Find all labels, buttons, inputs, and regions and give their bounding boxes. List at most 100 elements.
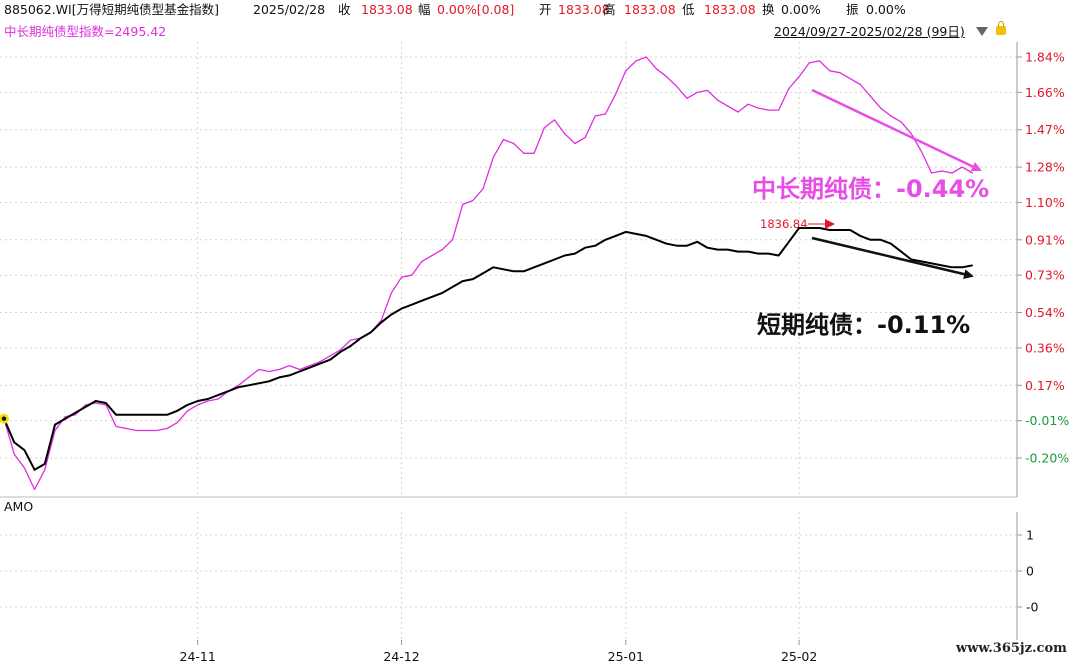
series-point xyxy=(839,229,841,231)
series-point xyxy=(808,227,810,229)
series-point xyxy=(319,363,321,365)
series-point xyxy=(645,56,647,58)
series-point xyxy=(931,262,933,264)
series-point xyxy=(349,345,352,347)
series-point xyxy=(299,370,301,373)
series-point xyxy=(635,233,637,235)
series-point xyxy=(594,115,596,117)
series-point xyxy=(125,427,127,430)
series-point xyxy=(574,142,576,145)
series-point xyxy=(186,410,189,412)
series-point xyxy=(217,398,219,400)
series-point xyxy=(767,109,770,111)
series-point xyxy=(482,188,484,190)
series-point xyxy=(818,60,821,62)
series-point xyxy=(523,152,525,154)
series-point xyxy=(370,331,372,333)
series-point xyxy=(390,313,392,316)
series-point xyxy=(319,361,321,363)
chart-grid xyxy=(0,42,1022,645)
series-point xyxy=(95,402,97,404)
series-point xyxy=(441,292,443,294)
x-tick-label: 25-01 xyxy=(608,649,644,664)
series-point xyxy=(166,427,168,430)
y-tick-label: 0.91% xyxy=(1025,232,1065,247)
series-point xyxy=(757,107,759,109)
series-point xyxy=(288,365,291,367)
series-point xyxy=(910,133,912,135)
series-point xyxy=(523,270,525,272)
series-point xyxy=(696,91,698,93)
series-point xyxy=(584,247,586,249)
series-point xyxy=(849,229,851,231)
series-point xyxy=(788,87,790,90)
open-label: 开 xyxy=(539,2,552,17)
series-point xyxy=(951,172,953,174)
series-point xyxy=(13,441,15,443)
quote-header: 885062.WI[万得短期纯债型基金指数] 2025/02/28 收 1833… xyxy=(0,0,1080,24)
series-point xyxy=(706,89,708,92)
y-tick-label: 1.84% xyxy=(1025,50,1065,65)
series-point xyxy=(299,368,301,371)
series-point xyxy=(869,95,872,97)
series-point xyxy=(339,349,341,351)
change-label: 幅 xyxy=(418,2,431,17)
x-tick-labels: 24-11 24-12 25-01 25-02 xyxy=(180,649,818,664)
y-tick-label: 1.66% xyxy=(1025,85,1065,100)
dropdown-triangle-icon[interactable] xyxy=(976,27,988,36)
series-point xyxy=(880,107,882,109)
amo-panel: 1 0 -0 xyxy=(0,528,1039,615)
series-point xyxy=(615,235,617,237)
amplitude-label: 振 xyxy=(846,2,859,17)
series-point xyxy=(64,416,66,418)
overlay-index-label[interactable]: 中长期纯债型指数=2495.42 xyxy=(4,24,167,39)
series-point xyxy=(472,199,474,202)
y-tick-label: 1.28% xyxy=(1025,160,1065,175)
series-point xyxy=(33,469,36,471)
y-tick-label: -0.20% xyxy=(1025,451,1069,466)
amo-tick-label: 1 xyxy=(1026,528,1034,543)
y-tick-label: 0.36% xyxy=(1025,340,1065,355)
series-point xyxy=(258,368,260,371)
series-point xyxy=(115,425,117,428)
series-point xyxy=(625,70,627,72)
series-point xyxy=(513,270,515,272)
series-point xyxy=(747,103,749,105)
series-point xyxy=(482,272,484,274)
series-point xyxy=(502,138,505,141)
series-point xyxy=(492,156,494,158)
series-point xyxy=(533,266,535,268)
series-point xyxy=(533,152,535,154)
x-tick-label: 25-02 xyxy=(781,649,817,664)
series-point xyxy=(666,76,668,78)
amplitude-value: 0.00% xyxy=(866,2,906,17)
series-point xyxy=(329,355,331,357)
date-range-selector[interactable]: 2024/09/27-2025/02/28 (99日) xyxy=(774,24,965,39)
series-point xyxy=(64,418,66,420)
open-value: 1833.08 xyxy=(558,2,610,17)
series-point xyxy=(227,390,229,392)
lock-icon[interactable] xyxy=(996,21,1006,35)
pink-trend-arrow xyxy=(811,88,982,172)
series-point xyxy=(676,85,678,88)
y-tick-label: 1.47% xyxy=(1025,122,1065,137)
series-point xyxy=(278,376,280,379)
series-point xyxy=(197,400,199,402)
series-point xyxy=(197,404,199,406)
series-point xyxy=(105,402,107,404)
series-point xyxy=(615,93,617,95)
series-point xyxy=(135,429,138,432)
quote-date: 2025/02/28 xyxy=(253,2,326,17)
peak-value-label: 1836.84 xyxy=(760,217,808,231)
series-point xyxy=(176,410,178,412)
series-point xyxy=(686,97,688,99)
series-point xyxy=(84,406,87,408)
series-point xyxy=(543,262,545,264)
series-point xyxy=(818,227,821,229)
series-point xyxy=(74,412,76,414)
y-tick-label: 0.73% xyxy=(1025,268,1065,283)
series-point xyxy=(258,382,260,384)
series-point xyxy=(798,76,800,78)
series-point xyxy=(890,243,892,245)
